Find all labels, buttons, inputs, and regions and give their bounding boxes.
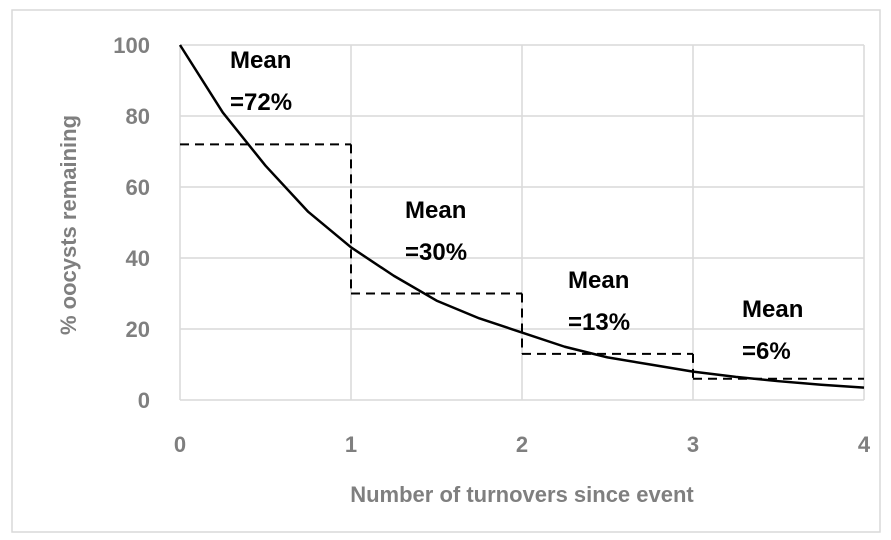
annotation: =13% bbox=[568, 309, 630, 336]
annotation: Mean bbox=[742, 296, 803, 323]
x-axis-title: Number of turnovers since event bbox=[350, 482, 694, 507]
y-tick-label: 60 bbox=[126, 175, 150, 200]
y-tick-label: 100 bbox=[113, 33, 150, 58]
annotation: Mean bbox=[568, 267, 629, 294]
x-tick-label: 3 bbox=[687, 432, 699, 457]
y-tick-label: 20 bbox=[126, 317, 150, 342]
y-tick-label: 80 bbox=[126, 104, 150, 129]
annotation: Mean bbox=[230, 47, 291, 74]
chart-frame bbox=[11, 9, 881, 533]
x-tick-label: 2 bbox=[516, 432, 528, 457]
y-axis-title: % oocysts remaining bbox=[56, 115, 81, 335]
curve bbox=[178, 44, 865, 389]
x-tick-label: 1 bbox=[345, 432, 357, 457]
annotation: =6% bbox=[742, 338, 791, 365]
y-tick-label: 0 bbox=[138, 388, 150, 413]
y-tick-label: 40 bbox=[126, 246, 150, 271]
annotation: Mean bbox=[405, 197, 466, 224]
x-tick-label: 4 bbox=[858, 432, 871, 457]
annotation: =30% bbox=[405, 239, 467, 266]
x-tick-label: 0 bbox=[174, 432, 186, 457]
annotation: =72% bbox=[230, 89, 292, 116]
